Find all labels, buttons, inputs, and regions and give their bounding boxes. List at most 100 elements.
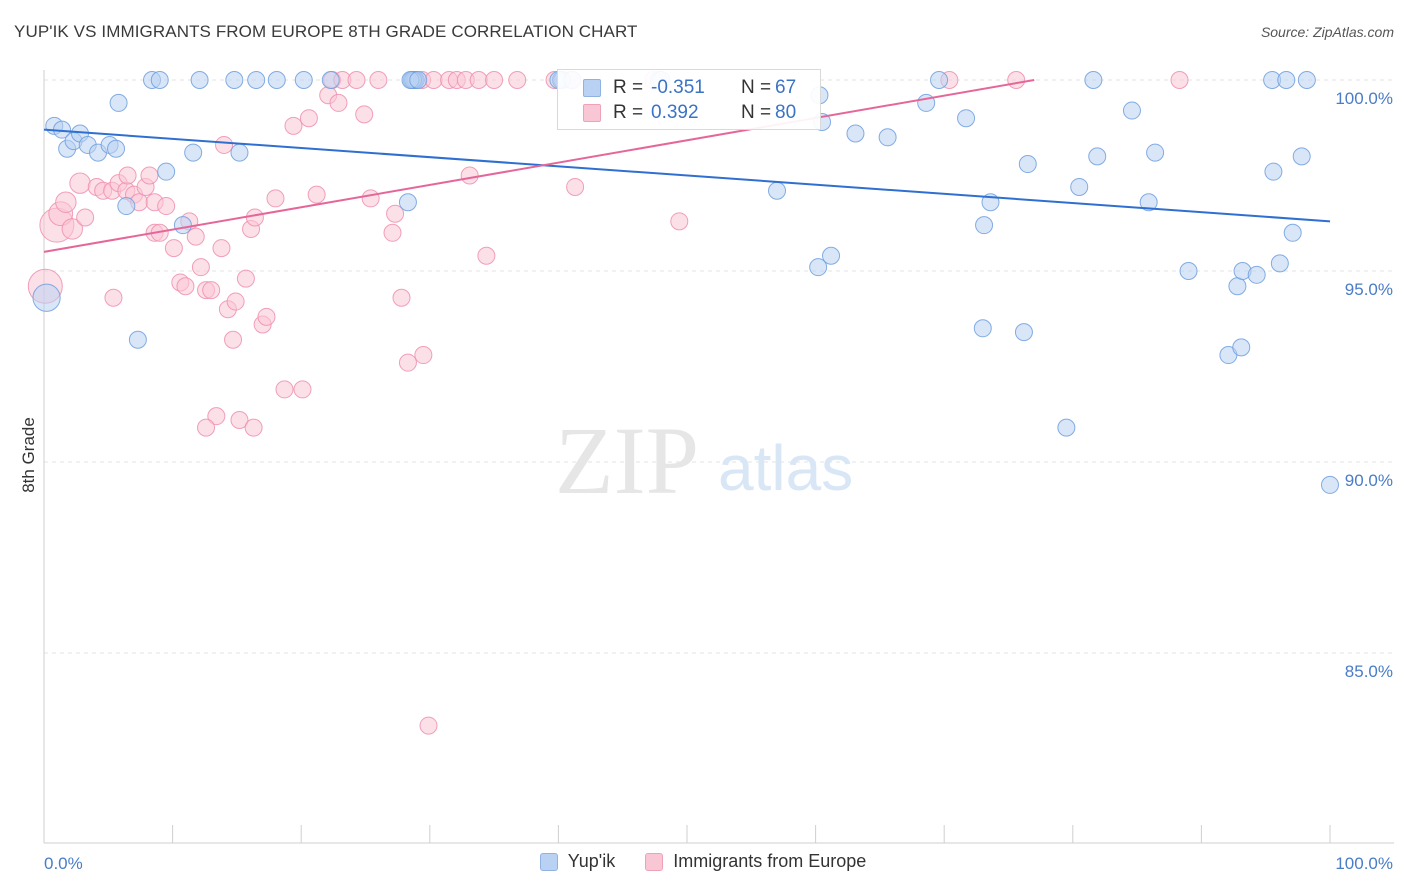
stats-row-blue: R = -0.351 N = 67 (583, 76, 796, 100)
trend-lines (43, 79, 1331, 253)
data-point-europe (469, 71, 488, 89)
data-point-europe (1170, 71, 1189, 89)
x-tick-label-right: 100.0% (1335, 854, 1393, 873)
data-point-yupik (1277, 71, 1296, 89)
data-point-yupik (878, 128, 897, 147)
data-point-yupik (973, 319, 992, 338)
r-value-blue: -0.351 (651, 77, 705, 98)
data-point-europe (1007, 71, 1026, 89)
y-axis-label: 8th Grade (19, 417, 38, 493)
data-point-europe (361, 189, 380, 208)
data-point-yupik (398, 193, 417, 212)
data-point-yupik (109, 93, 128, 112)
data-point-yupik (128, 330, 147, 349)
data-point-yupik (294, 71, 313, 89)
data-point-yupik (230, 143, 249, 162)
data-point-europe (104, 288, 123, 307)
n-value-blue: 67 (775, 77, 797, 98)
chart-title: YUP'IK VS IMMIGRANTS FROM EUROPE 8TH GRA… (14, 22, 638, 41)
data-point-yupik (1264, 162, 1283, 181)
data-point-yupik (150, 71, 169, 89)
data-point-yupik (1270, 254, 1289, 273)
data-point-yupik (1122, 101, 1141, 120)
data-point-yupik (1014, 323, 1033, 342)
data-point-europe (398, 353, 417, 372)
legend-label-blue: Yup'ik (567, 851, 616, 871)
data-point-yupik (975, 216, 994, 235)
data-point-europe (347, 71, 366, 89)
data-point-europe (226, 292, 245, 311)
n-label: N = (741, 102, 772, 123)
y-tick-label: 95.0% (1345, 280, 1393, 299)
data-point-yupik (1179, 262, 1198, 280)
data-point-europe (212, 239, 231, 258)
legend-swatch-blue (539, 852, 558, 871)
legend-item-pink[interactable]: Immigrants from Europe (645, 851, 866, 872)
watermark: ZIP atlas (555, 407, 853, 514)
trend-line-yupik (43, 128, 1331, 223)
data-point-europe (197, 418, 216, 437)
data-point-yupik (1084, 71, 1103, 89)
data-point-europe (329, 93, 348, 112)
stats-swatch-pink (583, 104, 601, 122)
data-point-yupik (1228, 277, 1247, 296)
data-point-europe (460, 166, 479, 185)
data-point-europe (157, 197, 176, 216)
data-point-europe (419, 716, 438, 735)
data-point-yupik (1088, 147, 1107, 166)
blue-points (32, 71, 1339, 494)
watermark-zip: ZIP (555, 407, 699, 514)
data-point-europe (299, 109, 318, 128)
data-point-yupik (1139, 193, 1158, 212)
stats-row-pink: R = 0.392 N = 80 (583, 101, 796, 125)
data-point-yupik (1297, 71, 1316, 89)
source-label: Source: ZipAtlas.com (1260, 24, 1394, 40)
gridlines (44, 79, 1394, 654)
data-point-yupik (822, 246, 841, 265)
data-point-yupik (184, 143, 203, 162)
data-point-yupik (225, 71, 244, 89)
data-point-europe (369, 71, 388, 89)
legend-item-blue[interactable]: Yup'ik (539, 851, 616, 872)
data-point-yupik (32, 283, 61, 312)
data-point-yupik (247, 71, 266, 89)
y-tick-label: 90.0% (1345, 471, 1393, 490)
n-value-pink: 80 (775, 102, 797, 123)
data-point-yupik (1321, 475, 1339, 494)
data-point-yupik (846, 124, 865, 143)
data-point-yupik (1070, 177, 1089, 196)
data-point-yupik (157, 162, 176, 181)
y-tick-label: 85.0% (1345, 662, 1393, 681)
axis-labels: 100.0% 95.0% 90.0% 85.0% 0.0% 100.0% 8th Grade (19, 89, 1393, 873)
data-point-europe (266, 189, 285, 208)
y-tick-label: 100.0% (1335, 89, 1393, 108)
data-point-europe (55, 191, 77, 213)
data-point-yupik (1057, 418, 1076, 437)
data-point-yupik (1146, 143, 1165, 162)
data-point-europe (191, 258, 210, 277)
data-point-europe (215, 135, 234, 154)
r-value-pink: 0.392 (651, 102, 699, 123)
data-point-europe (670, 212, 689, 231)
legend-swatch-pink (645, 852, 664, 871)
x-tick-label-left: 0.0% (44, 854, 83, 873)
data-point-yupik (173, 216, 192, 235)
trend-line-europe (43, 79, 1035, 253)
data-point-yupik (1283, 223, 1302, 242)
data-point-yupik (809, 258, 828, 277)
data-point-europe (61, 218, 83, 240)
axes (43, 70, 1394, 844)
data-point-yupik (190, 71, 209, 89)
data-point-europe (164, 239, 183, 258)
stats-box: R = -0.351 N = 67 R = 0.392 N = 80 (557, 69, 821, 130)
data-point-europe (386, 204, 405, 223)
data-point-yupik (957, 109, 976, 128)
data-point-europe (176, 277, 195, 296)
data-point-yupik (1232, 338, 1251, 357)
data-point-europe (355, 105, 374, 124)
n-label: N = (741, 77, 772, 98)
data-point-europe (414, 346, 433, 365)
data-point-europe (424, 71, 443, 89)
data-point-europe (245, 208, 264, 227)
